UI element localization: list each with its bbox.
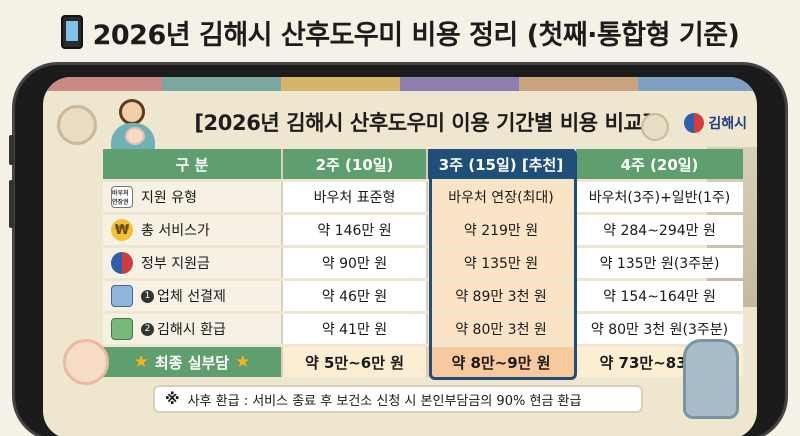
taegeuk-icon [111, 252, 133, 274]
header-2weeks: 2주 (10일) [283, 149, 428, 179]
city-logo-text: 김해시 [708, 116, 747, 132]
table-cell: 약 89만 3천 원 [428, 281, 576, 311]
table-title: [2026년 김해시 산후도우미 이용 기간별 비용 비교] [194, 111, 652, 135]
phone-side-button [9, 180, 14, 228]
row-label-cell: 정부 지원금 [103, 248, 283, 278]
row-label-cell: ★ 최종 실부담 ★ [103, 347, 283, 377]
baby-illustration [63, 339, 109, 385]
phone-icon [60, 15, 83, 49]
table-cell: 약 41만 원 [283, 314, 428, 344]
table-cell: 바우처(3주)+일반(1주) [576, 182, 743, 212]
note-text: 사후 환급 : 서비스 종료 후 보건소 신청 시 본인부담금의 90% 현금 … [187, 393, 582, 409]
header-category: 구 분 [103, 149, 283, 179]
table-cell: 바우처 연장(최대) [428, 182, 576, 212]
table-cell: 약 135만 원(3주분) [576, 248, 743, 278]
table-cell: 약 135만 원 [428, 248, 576, 278]
row-label: 최종 실부담 [154, 353, 230, 372]
table-cell: 약 219만 원 [428, 215, 576, 245]
table-cell: 약 90만 원 [283, 248, 428, 278]
phone-side-button [9, 135, 14, 165]
row-label: 정부 지원금 [141, 256, 210, 272]
voucher-icon: 바우처 연장권 [111, 186, 133, 208]
phone-screen: [2026년 김해시 산후도우미 이용 기간별 비용 비교] 김해시 구 분 2… [43, 77, 757, 436]
row-label: 지원 유형 [141, 190, 197, 206]
row-label: 김해시 환급 [157, 322, 226, 338]
headline: 2026년 김해시 산후도우미 비용 정리 (첫째·통합형 기준) [0, 10, 800, 54]
table-cell: 약 146만 원 [283, 215, 428, 245]
table-cell: 약 154~164만 원 [576, 281, 743, 311]
card-icon [111, 285, 133, 307]
table-row-support-type: 바우처 연장권 지원 유형 바우처 표준형 바우처 연장(최대) 바우처(3주)… [103, 182, 743, 212]
table-cell: 약 80만 3천 원 [428, 314, 576, 344]
cost-comparison-table: 구 분 2주 (10일) 3주 (15일) [추천] 4주 (20일) 바우처 … [103, 149, 743, 380]
table-header-row: 구 분 2주 (10일) 3주 (15일) [추천] 4주 (20일) [103, 149, 743, 179]
note-mark: ※ [165, 390, 180, 408]
page-title: 2026년 김해시 산후도우미 비용 정리 (첫째·통합형 기준) [92, 19, 740, 51]
refund-icon [111, 318, 133, 340]
table-row-final-cost: ★ 최종 실부담 ★ 약 5만~6만 원 약 8만~9만 원 약 73만~83만… [103, 347, 743, 377]
phone-frame: [2026년 김해시 산후도우미 이용 기간별 비용 비교] 김해시 구 분 2… [9, 62, 788, 436]
gimhae-city-logo: 김해시 [684, 113, 747, 133]
star-icon: ★ [133, 352, 149, 372]
row-label-cell: 1 업체 선결제 [103, 281, 283, 311]
refund-note: ※ 사후 환급 : 서비스 종료 후 보건소 신청 시 본인부담금의 90% 현… [153, 385, 643, 413]
baby-carrier-illustration [683, 339, 739, 419]
table-row-total-price: ₩ 총 서비스가 약 146만 원 약 219만 원 약 284~294만 원 [103, 215, 743, 245]
header-3weeks-recommended: 3주 (15일) [추천] [428, 149, 576, 179]
table-row-government-subsidy: 정부 지원금 약 90만 원 약 135만 원 약 135만 원(3주분) [103, 248, 743, 278]
number-badge: 1 [141, 289, 154, 303]
color-strip [43, 77, 757, 91]
pattern-ornament-icon [57, 105, 97, 145]
mother-with-baby-illustration [107, 99, 159, 151]
won-coin-icon: ₩ [111, 219, 133, 241]
number-badge: 2 [141, 322, 154, 336]
row-label-cell: 바우처 연장권 지원 유형 [103, 182, 283, 212]
row-label-cell: ₩ 총 서비스가 [103, 215, 283, 245]
table-cell: 약 46만 원 [283, 281, 428, 311]
table-cell: 약 284~294만 원 [576, 215, 743, 245]
table-cell: 약 5만~6만 원 [283, 347, 428, 377]
table-row-prepayment: 1 업체 선결제 약 46만 원 약 89만 3천 원 약 154~164만 원 [103, 281, 743, 311]
pattern-ornament-icon [641, 113, 669, 141]
row-label: 업체 선결제 [157, 289, 226, 305]
table-cell: 바우처 표준형 [283, 182, 428, 212]
table-cell: 약 8만~9만 원 [428, 347, 576, 377]
header-4weeks: 4주 (20일) [576, 149, 743, 179]
star-icon: ★ [235, 352, 251, 372]
gimhae-logo-icon [684, 113, 705, 133]
row-label: 총 서비스가 [141, 223, 210, 239]
table-row-refund: 2 김해시 환급 약 41만 원 약 80만 3천 원 약 80만 3천 원(3… [103, 314, 743, 344]
row-label-cell: 2 김해시 환급 [103, 314, 283, 344]
